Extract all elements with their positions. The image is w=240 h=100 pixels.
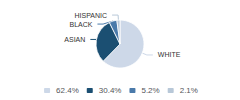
svg-text:ASIAN: ASIAN	[64, 36, 85, 43]
svg-text:30.4%: 30.4%	[99, 86, 122, 95]
svg-text:5.2%: 5.2%	[141, 86, 159, 95]
svg-text:62.4%: 62.4%	[56, 86, 79, 95]
svg-text:BLACK: BLACK	[69, 21, 92, 28]
svg-text:2.1%: 2.1%	[180, 86, 198, 95]
svg-text:HISPANIC: HISPANIC	[75, 12, 108, 19]
svg-text:WHITE: WHITE	[158, 51, 181, 58]
